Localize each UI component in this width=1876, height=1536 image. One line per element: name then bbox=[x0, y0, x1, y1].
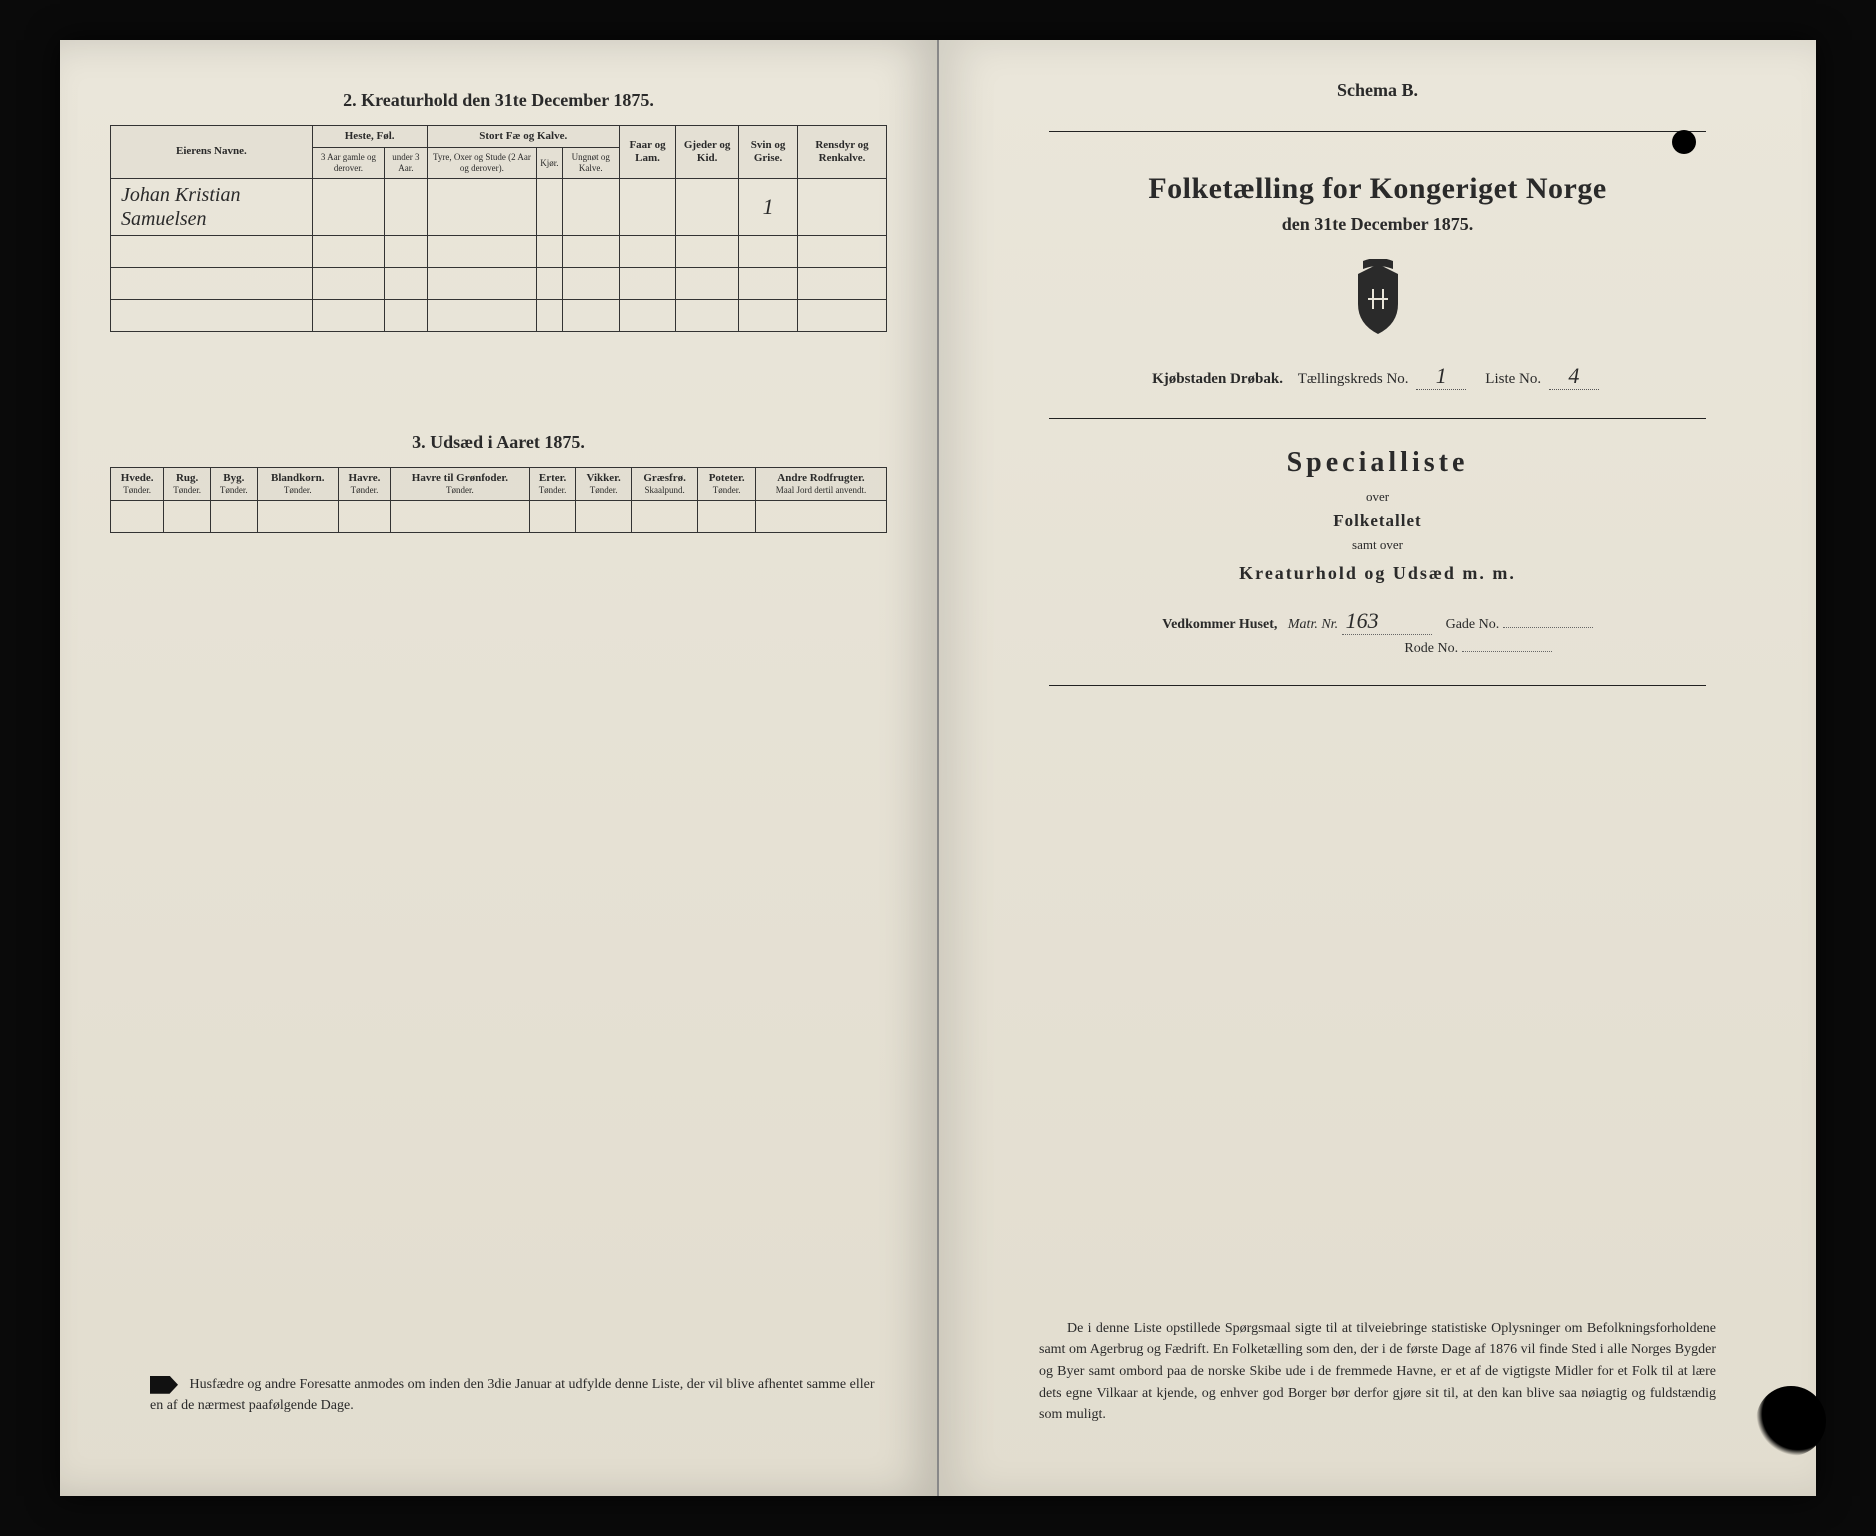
left-footnote: Husfædre og andre Foresatte anmodes om i… bbox=[150, 1374, 877, 1416]
seed-col-4: Havre.Tønder. bbox=[338, 467, 390, 500]
locality-name: Kjøbstaden Drøbak. bbox=[1152, 371, 1283, 387]
divider bbox=[1049, 418, 1706, 419]
seed-col-10: Andre Rodfrugter.Maal Jord dertil anvend… bbox=[755, 467, 886, 500]
seed-col-8: Græsfrø.Skaalpund. bbox=[631, 467, 697, 500]
kreds-value: 1 bbox=[1416, 363, 1466, 390]
rode-value bbox=[1462, 651, 1552, 652]
table-row bbox=[111, 500, 887, 532]
seed-col-1: Rug.Tønder. bbox=[164, 467, 211, 500]
liste-label: Liste No. bbox=[1485, 371, 1541, 387]
owner-name-cell: Johan Kristian Samuelsen bbox=[111, 178, 313, 235]
col-svin: Svin og Grise. bbox=[739, 126, 798, 179]
gade-label: Gade No. bbox=[1446, 617, 1500, 632]
livestock-table: Eierens Navne. Heste, Føl. Stort Fæ og K… bbox=[110, 125, 887, 332]
seed-col-3: Blandkorn.Tønder. bbox=[257, 467, 338, 500]
house-label: Vedkommer Huset, bbox=[1162, 617, 1277, 632]
divider bbox=[1049, 685, 1706, 686]
col-stort-3: Ungnøt og Kalve. bbox=[562, 148, 619, 179]
punch-hole bbox=[1672, 130, 1696, 154]
col-gjeder: Gjeder og Kid. bbox=[676, 126, 739, 179]
table-row bbox=[111, 235, 887, 267]
divider bbox=[1049, 131, 1706, 132]
table-row: Johan Kristian Samuelsen 1 bbox=[111, 178, 887, 235]
house-line: Vedkommer Huset, Matr. Nr. 163 Gade No. bbox=[989, 608, 1766, 635]
table-row bbox=[111, 299, 887, 331]
seed-col-6: Erter.Tønder. bbox=[529, 467, 576, 500]
rode-label: Rode No. bbox=[1404, 641, 1458, 656]
table2-title: 2. Kreaturhold den 31te December 1875. bbox=[110, 90, 887, 111]
over-label: over bbox=[989, 489, 1766, 505]
rode-line: Vedkommer Huset, Matr. Nr. 163 Rode No. bbox=[989, 641, 1766, 657]
col-stort-2: Kjør. bbox=[537, 148, 562, 179]
census-subtitle: den 31te December 1875. bbox=[989, 214, 1766, 235]
gade-value bbox=[1503, 627, 1593, 628]
folketallet-label: Folketallet bbox=[989, 511, 1766, 531]
seed-col-9: Poteter.Tønder. bbox=[698, 467, 756, 500]
svin-value-cell: 1 bbox=[739, 178, 798, 235]
left-page: 2. Kreaturhold den 31te December 1875. E… bbox=[60, 40, 939, 1496]
right-page: Schema B. Folketælling for Kongeriget No… bbox=[939, 40, 1816, 1496]
col-rensdyr: Rensdyr og Renkalve. bbox=[798, 126, 887, 179]
samt-label: samt over bbox=[989, 537, 1766, 553]
col-heste-2: under 3 Aar. bbox=[385, 148, 427, 179]
table-row bbox=[111, 267, 887, 299]
col-stort-1: Tyre, Oxer og Stude (2 Aar og derover). bbox=[427, 148, 537, 179]
table3-title: 3. Udsæd i Aaret 1875. bbox=[110, 432, 887, 453]
coat-of-arms-icon bbox=[1343, 259, 1413, 339]
thumb-shadow bbox=[1756, 1386, 1826, 1456]
explanatory-paragraph: De i denne Liste opstillede Spørgsmaal s… bbox=[1039, 1318, 1716, 1426]
footnote-text: Husfædre og andre Foresatte anmodes om i… bbox=[150, 1377, 875, 1413]
kreds-label: Tællingskreds No. bbox=[1298, 371, 1409, 387]
seed-col-0: Hvede.Tønder. bbox=[111, 467, 164, 500]
seed-header-row: Hvede.Tønder. Rug.Tønder. Byg.Tønder. Bl… bbox=[111, 467, 887, 500]
matr-value: 163 bbox=[1342, 608, 1432, 635]
seed-table: Hvede.Tønder. Rug.Tønder. Byg.Tønder. Bl… bbox=[110, 467, 887, 533]
liste-value: 4 bbox=[1549, 363, 1599, 390]
pointing-hand-icon bbox=[150, 1376, 178, 1394]
locality-line: Kjøbstaden Drøbak. Tællingskreds No. 1 L… bbox=[989, 363, 1766, 390]
census-title: Folketælling for Kongeriget Norge bbox=[989, 172, 1766, 206]
col-heste-1: 3 Aar gamle og derover. bbox=[312, 148, 384, 179]
col-owner: Eierens Navne. bbox=[111, 126, 313, 179]
matr-label: Matr. Nr. bbox=[1288, 617, 1338, 632]
seed-col-7: Vikker.Tønder. bbox=[576, 467, 632, 500]
document-spread: 2. Kreaturhold den 31te December 1875. E… bbox=[60, 40, 1816, 1496]
seed-col-5: Havre til Grønfoder.Tønder. bbox=[391, 467, 530, 500]
col-heste-group: Heste, Føl. bbox=[312, 126, 427, 148]
specialliste-title: Specialliste bbox=[989, 447, 1766, 479]
kreatur-label: Kreaturhold og Udsæd m. m. bbox=[989, 563, 1766, 584]
col-faar: Faar og Lam. bbox=[619, 126, 675, 179]
schema-label: Schema B. bbox=[989, 80, 1766, 101]
col-stort-group: Stort Fæ og Kalve. bbox=[427, 126, 619, 148]
seed-col-2: Byg.Tønder. bbox=[210, 467, 257, 500]
